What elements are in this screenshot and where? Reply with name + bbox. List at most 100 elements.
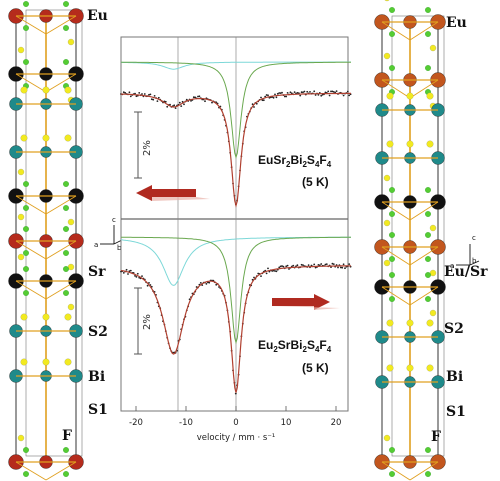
data-point	[292, 264, 295, 267]
data-point	[331, 90, 334, 93]
axis-b-left: b	[117, 244, 122, 252]
data-point	[317, 264, 320, 266]
data-point	[271, 270, 274, 272]
data-point	[194, 96, 197, 99]
data-point	[300, 91, 303, 94]
bond-diagonal	[409, 286, 439, 306]
atom-f	[23, 226, 29, 232]
label-f-right: F	[431, 429, 441, 445]
label-s1-right: S1	[446, 404, 466, 420]
atom-f	[63, 266, 69, 272]
data-point	[192, 96, 195, 99]
axis-triad-left: c a b	[94, 216, 123, 252]
data-point	[128, 91, 131, 94]
atom-f	[23, 471, 29, 477]
atom-f	[389, 447, 395, 453]
temperature-label-top: (5 K)	[302, 175, 329, 189]
bond-diagonal	[381, 79, 411, 99]
atom-s	[17, 434, 25, 442]
atom-f	[63, 447, 69, 453]
data-point	[166, 105, 169, 108]
bond-diagonal	[381, 21, 411, 41]
data-point	[262, 99, 265, 102]
atom-s	[386, 140, 394, 148]
bond-diagonal	[381, 286, 411, 306]
data-point	[317, 94, 320, 96]
data-point	[281, 265, 283, 267]
data-point	[330, 90, 332, 93]
data-point	[327, 90, 330, 93]
data-point	[125, 268, 128, 271]
atom-f	[23, 205, 29, 211]
data-point	[143, 93, 146, 95]
atom-s	[383, 52, 391, 60]
data-point	[251, 103, 254, 106]
atom-s	[20, 86, 28, 94]
data-point	[296, 92, 299, 94]
data-point	[290, 92, 293, 95]
bond-diagonal	[381, 246, 411, 266]
data-point	[293, 91, 296, 93]
data-point	[253, 276, 255, 279]
data-point	[180, 105, 183, 107]
label-s1: S1	[88, 402, 108, 418]
data-point	[138, 92, 141, 94]
atom-f	[425, 256, 431, 262]
data-point	[141, 93, 143, 95]
data-point	[153, 95, 156, 97]
data-point	[127, 273, 129, 275]
data-point	[157, 96, 160, 99]
compound-label-top: EuSr2Bi2S4F4	[258, 153, 332, 169]
label-sr: Sr	[88, 264, 106, 280]
atom-f	[23, 25, 29, 31]
bond-diagonal	[15, 195, 47, 215]
data-point	[211, 101, 213, 104]
data-point	[264, 95, 267, 98]
data-point	[234, 392, 237, 395]
atom-s	[383, 434, 391, 442]
atom-s	[406, 364, 414, 372]
atom-f	[23, 290, 29, 296]
data-point	[320, 94, 323, 97]
data-point	[134, 275, 136, 277]
label-f: F	[62, 428, 72, 444]
atom-s	[429, 44, 437, 52]
data-point	[309, 91, 311, 93]
bond-diagonal	[381, 461, 411, 481]
atom-f	[23, 1, 29, 7]
arrow-left	[136, 185, 210, 201]
atom-s	[17, 253, 25, 261]
bond-diagonal	[45, 15, 77, 35]
atom-f	[63, 1, 69, 7]
label-s2-right: S2	[444, 321, 464, 337]
atom-s	[17, 213, 25, 221]
data-point	[135, 276, 138, 278]
bond-diagonal	[409, 461, 439, 481]
x-tick-label: 20	[331, 418, 342, 428]
x-tick-label: 0	[233, 418, 238, 428]
atom-f	[63, 290, 69, 296]
data-point	[275, 270, 278, 273]
data-point	[275, 96, 278, 99]
atom-f	[63, 205, 69, 211]
bond-diagonal	[409, 21, 439, 41]
data-point	[267, 267, 269, 270]
data-point	[135, 95, 138, 98]
atom-s	[426, 140, 434, 148]
atom-s	[64, 86, 72, 94]
bond-diagonal	[409, 79, 439, 99]
right-crystal-structure	[374, 0, 446, 481]
temperature-label-bottom: (5 K)	[302, 361, 329, 375]
data-point	[199, 282, 202, 284]
data-point	[302, 264, 304, 266]
atom-f	[389, 256, 395, 262]
atom-f	[425, 7, 431, 13]
data-point	[272, 96, 275, 99]
atom-s	[64, 358, 72, 366]
data-point	[265, 94, 268, 96]
data-point	[314, 94, 317, 96]
data-point	[204, 100, 206, 103]
atom-f	[389, 211, 395, 217]
data-point	[302, 91, 304, 94]
